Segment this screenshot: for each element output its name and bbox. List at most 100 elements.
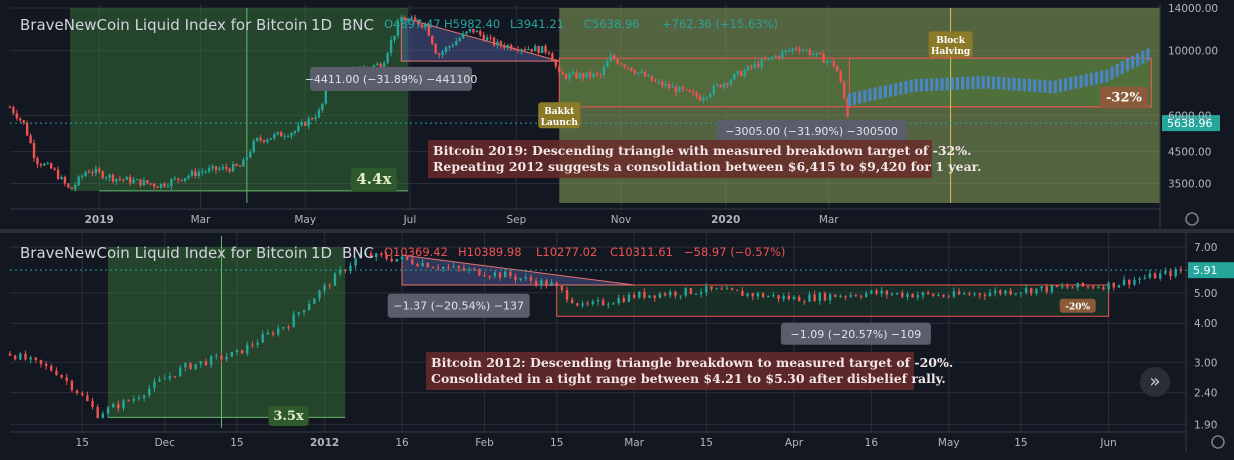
candle-body: [111, 174, 115, 182]
candle-body: [485, 37, 489, 41]
candle-body: [396, 21, 400, 36]
candle-body: [963, 293, 966, 295]
candle-body: [643, 291, 646, 298]
x-tick-label: 15: [550, 437, 563, 449]
candle-body: [132, 399, 135, 401]
target-label-box: [1099, 86, 1148, 109]
candle-body: [647, 75, 650, 77]
x-tick-label: 2019: [85, 214, 114, 226]
candle-body: [664, 83, 667, 86]
candle-body: [591, 301, 595, 305]
candle-body: [576, 303, 579, 306]
candle-body: [245, 157, 249, 160]
candle-body: [741, 290, 744, 296]
candle-body: [537, 46, 540, 54]
candle-body: [993, 290, 997, 293]
candle-body: [503, 45, 506, 48]
candle-body: [756, 293, 760, 297]
candle-body: [774, 55, 777, 58]
candle-body: [493, 272, 497, 277]
candle-body: [108, 174, 111, 178]
candle-body: [523, 49, 527, 51]
candle-body: [1061, 286, 1064, 288]
candle-body: [681, 86, 685, 90]
candle-body: [1014, 293, 1017, 295]
candle-body: [564, 74, 568, 79]
candle-body: [632, 294, 636, 298]
candle-body: [791, 48, 794, 51]
ohlc-value: O10369.42: [384, 245, 448, 259]
candle-body: [957, 291, 961, 295]
candle-body: [657, 81, 661, 83]
chart-interval: 1D: [311, 244, 332, 262]
candle-body: [442, 267, 445, 269]
projection-candle: [1100, 70, 1104, 84]
candle-body: [739, 71, 743, 77]
candle-body: [1040, 286, 1043, 289]
projection-candle: [930, 78, 934, 92]
candle-body: [901, 292, 904, 297]
candle-body: [519, 278, 522, 280]
candle-body: [277, 328, 280, 335]
candle-body: [1138, 278, 1141, 281]
candle-body: [715, 288, 718, 290]
measure-label-box: [310, 66, 473, 91]
candle-body: [231, 163, 235, 172]
last-price-label: 5638.96: [1167, 117, 1213, 130]
pane-separator: [0, 229, 1234, 233]
candle-body: [86, 395, 89, 401]
ohlc-value: L10277.02: [536, 245, 597, 259]
candle-body: [784, 50, 788, 52]
x-tick-label: May: [294, 214, 316, 226]
candle-body: [24, 353, 27, 360]
candle-body: [148, 388, 151, 396]
candle-body: [184, 363, 187, 368]
candle-body: [13, 355, 17, 360]
projection-candle: [1146, 48, 1150, 62]
projection-candle: [1110, 66, 1114, 80]
candle-body: [770, 57, 774, 59]
candle-body: [87, 172, 91, 174]
candle-body: [607, 304, 610, 306]
candle-body: [70, 187, 73, 190]
candle-body: [623, 64, 626, 68]
candle-body: [168, 375, 172, 379]
candle-body: [15, 113, 19, 119]
candle-body: [261, 334, 264, 343]
candle-body: [436, 267, 440, 269]
candle-body: [561, 72, 564, 75]
candle-body: [679, 295, 682, 297]
candle-body: [842, 82, 846, 98]
candle-body: [699, 292, 703, 294]
chart-source: BNC: [342, 244, 374, 262]
candle-body: [166, 186, 170, 188]
candle-body: [870, 290, 873, 294]
annotation-text: Bitcoin 2019: Descending triangle with m…: [433, 143, 971, 158]
candle-body: [753, 63, 757, 68]
candle-body: [906, 293, 909, 297]
candle-body: [736, 71, 739, 74]
projection-candle: [1048, 80, 1052, 94]
candle-body: [462, 268, 466, 271]
x-tick-label: May: [938, 437, 960, 449]
expand-chevron-button[interactable]: »: [1140, 367, 1170, 397]
candle-body: [854, 295, 858, 297]
candle-body: [211, 166, 214, 169]
candle-body: [478, 269, 481, 276]
candle-body: [317, 110, 321, 118]
projection-candle: [1027, 79, 1032, 92]
candle-body: [602, 67, 606, 76]
candle-body: [411, 259, 414, 264]
candle-body: [865, 293, 868, 297]
measure-label-box: [780, 322, 931, 345]
candle-body: [403, 17, 406, 21]
candle-body: [1066, 286, 1069, 288]
candle-body: [499, 41, 503, 46]
projection-candle: [1136, 53, 1140, 67]
gain-label: 4.4x: [356, 170, 392, 188]
candle-body: [228, 168, 231, 172]
candle-body: [479, 30, 482, 35]
candle-body: [829, 60, 832, 62]
bakkt-label-box: [538, 102, 581, 129]
candle-body: [805, 49, 808, 51]
